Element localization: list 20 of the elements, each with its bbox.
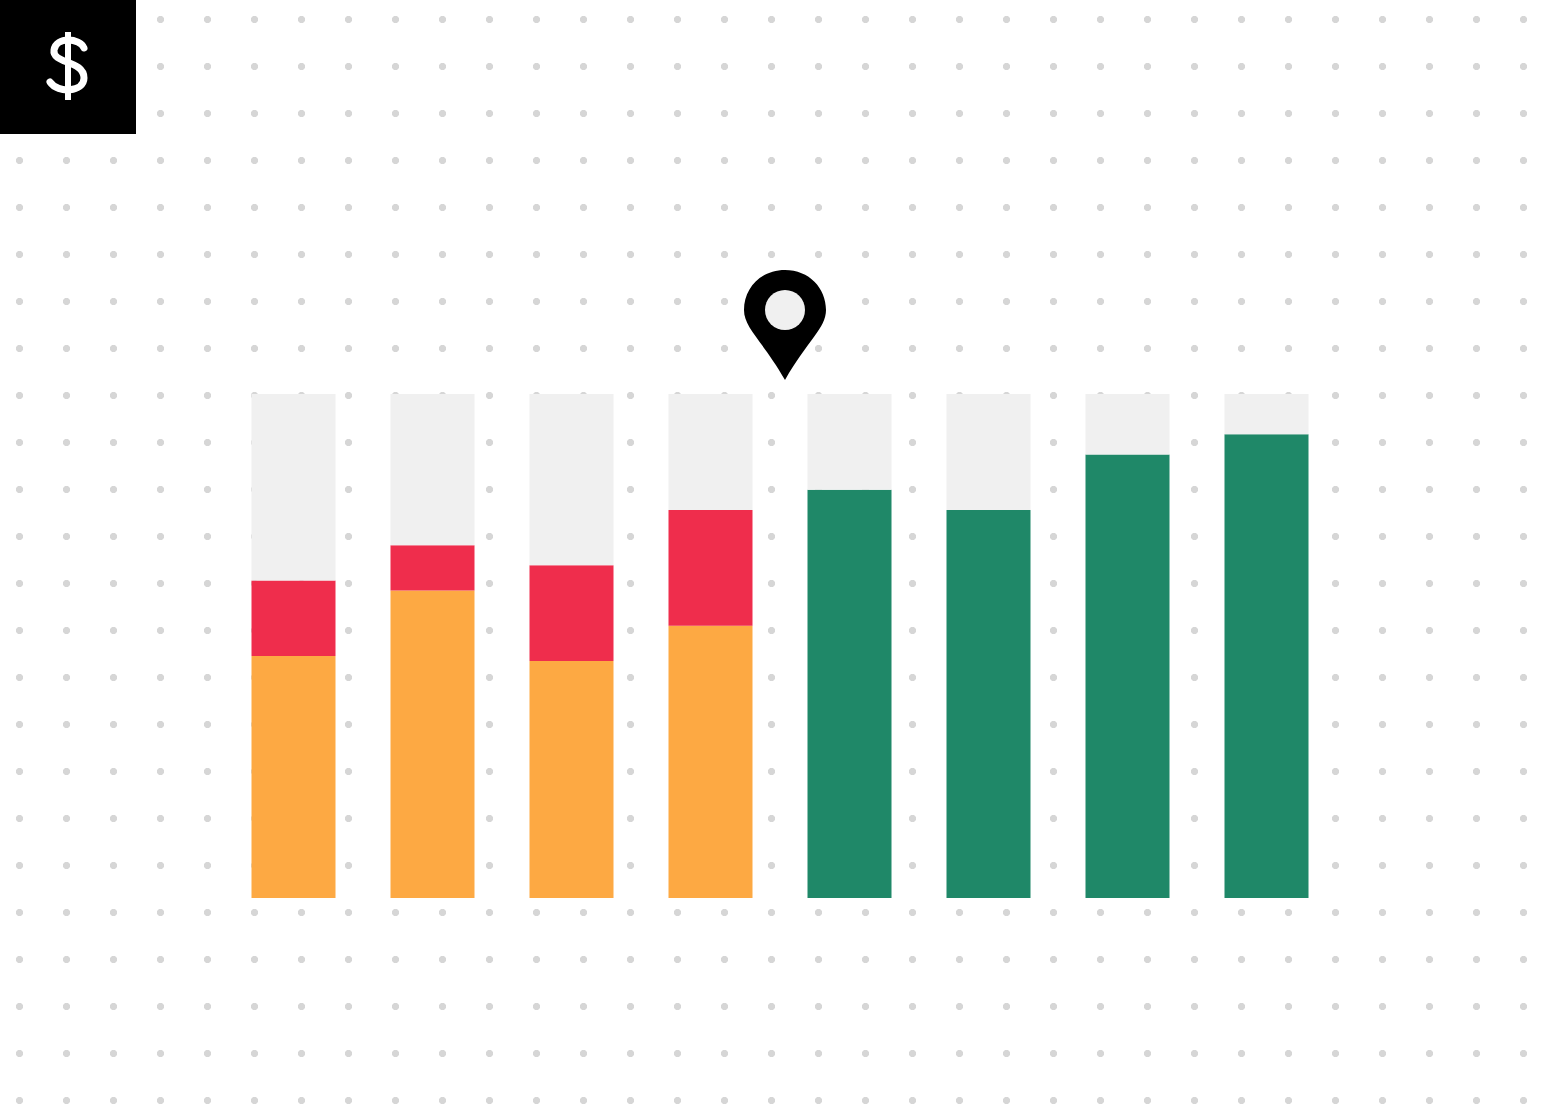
bar: [946, 509, 1031, 898]
bar: [251, 580, 336, 657]
bar: [1085, 394, 1170, 455]
bar: [668, 625, 753, 898]
bar: [390, 545, 475, 591]
bar: [1085, 454, 1170, 898]
bar: [251, 394, 336, 581]
bar: [529, 661, 614, 898]
bar: [807, 489, 892, 898]
bar: [668, 394, 753, 510]
bar: [529, 394, 614, 566]
bar: [1224, 394, 1309, 435]
bar: [946, 394, 1031, 510]
bar: [251, 656, 336, 898]
bar: [1224, 434, 1309, 898]
bar: [807, 394, 892, 490]
bar: [668, 509, 753, 626]
bar: [529, 565, 614, 662]
bar: [390, 590, 475, 898]
bar: [390, 394, 475, 546]
